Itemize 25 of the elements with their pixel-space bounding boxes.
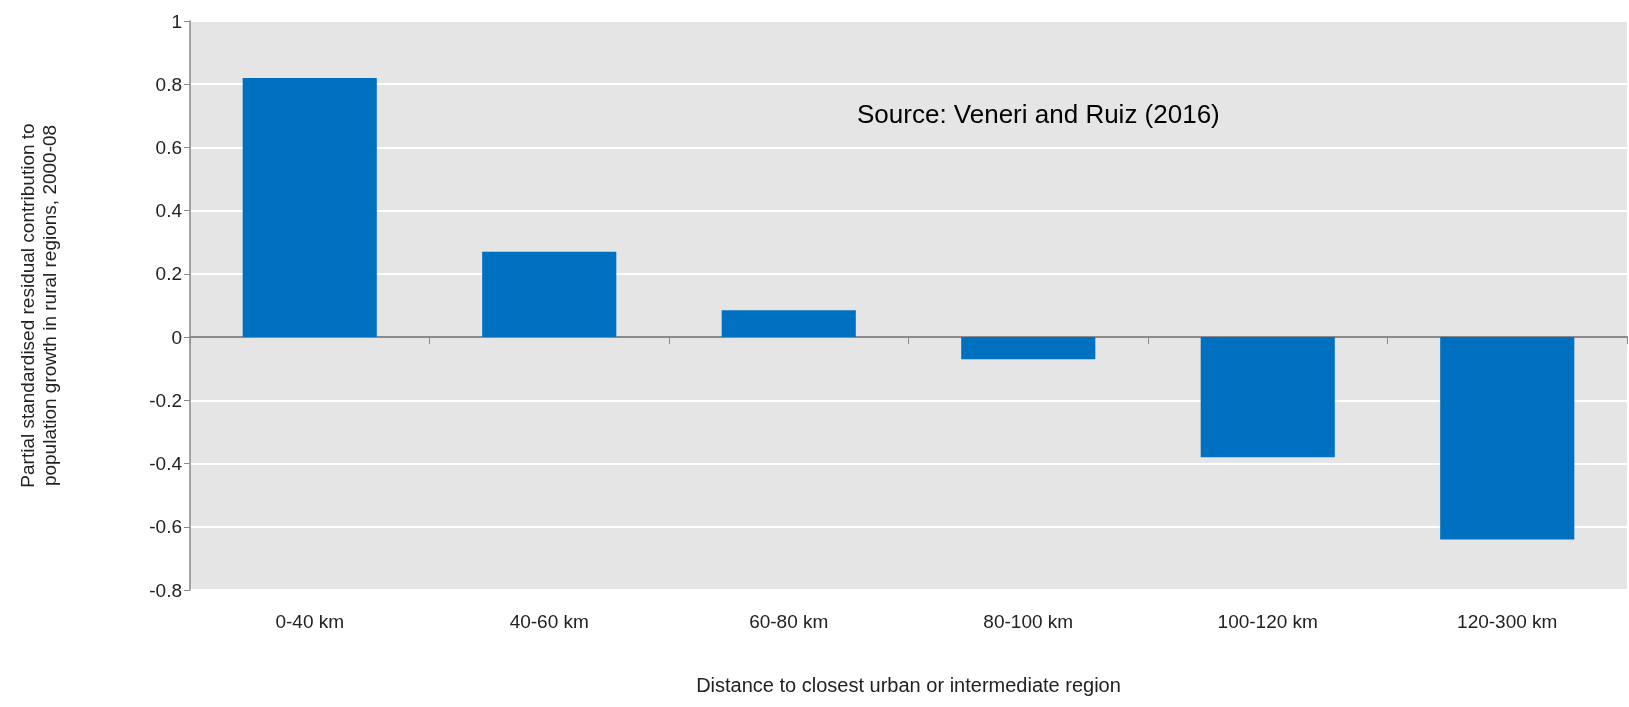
x-tick-label: 80-100 km xyxy=(983,611,1074,632)
bar xyxy=(242,77,377,338)
bar xyxy=(961,337,1096,360)
bar xyxy=(482,251,617,338)
bar xyxy=(1200,337,1335,458)
x-axis-title: Distance to closest urban or intermediate region xyxy=(696,674,1121,696)
y-tick-label: 0.8 xyxy=(155,73,182,95)
x-tick-label: 100-120 km xyxy=(1217,611,1318,632)
x-tick-label: 0-40 km xyxy=(275,611,345,632)
y-tick-label: -0.2 xyxy=(149,389,182,411)
bar xyxy=(1440,337,1575,540)
y-tick-label: -0.6 xyxy=(149,516,182,538)
y-tick-label: -0.4 xyxy=(149,453,183,475)
y-tick-label: 0 xyxy=(171,326,182,348)
x-tick-label: 40-60 km xyxy=(509,611,589,632)
x-tick-label: 60-80 km xyxy=(749,611,829,632)
y-tick-label: 0.4 xyxy=(155,200,183,222)
annotation: Source: Veneri and Ruiz (2016) xyxy=(857,98,1220,129)
bar xyxy=(721,310,856,338)
y-tick-label: 0.6 xyxy=(155,136,182,158)
y-tick-label: 0.2 xyxy=(155,263,182,285)
y-axis-title: Partial standardised residual contribution to population growth in rural regions, 2000-08 xyxy=(16,123,60,488)
x-tick-label: 120-300 km xyxy=(1457,611,1558,632)
y-tick-label: 1 xyxy=(171,10,182,32)
y-tick-label: -0.8 xyxy=(149,579,182,601)
